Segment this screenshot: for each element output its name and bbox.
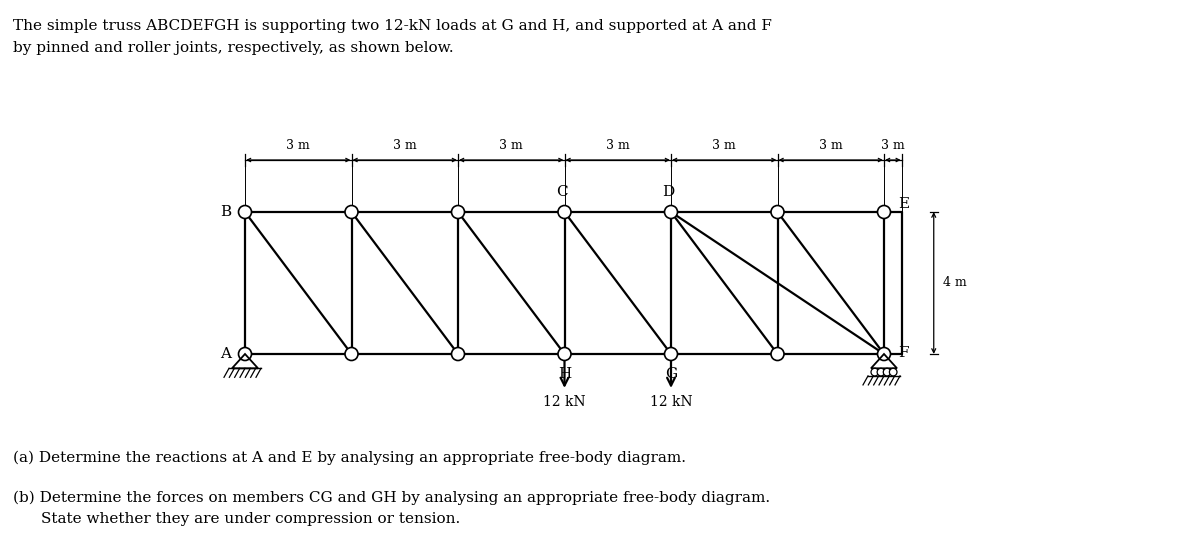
Circle shape	[451, 348, 464, 361]
Text: A: A	[220, 347, 230, 361]
Circle shape	[889, 368, 896, 376]
Text: 3 m: 3 m	[392, 139, 416, 152]
Text: by pinned and roller joints, respectively, as shown below.: by pinned and roller joints, respectivel…	[13, 41, 454, 55]
Text: 3 m: 3 m	[606, 139, 630, 152]
Circle shape	[665, 206, 678, 219]
Text: 3 m: 3 m	[499, 139, 523, 152]
Circle shape	[558, 348, 571, 361]
Circle shape	[877, 348, 890, 361]
Text: The simple truss ABCDEFGH is supporting two 12-kN loads at G and H, and supporte: The simple truss ABCDEFGH is supporting …	[13, 19, 772, 33]
Circle shape	[877, 368, 884, 376]
Text: 3 m: 3 m	[287, 139, 310, 152]
Text: 12 kN: 12 kN	[544, 395, 586, 409]
Circle shape	[451, 206, 464, 219]
Circle shape	[772, 348, 784, 361]
Circle shape	[346, 206, 358, 219]
Circle shape	[558, 206, 571, 219]
Text: C: C	[556, 185, 568, 199]
Text: D: D	[662, 185, 674, 199]
Text: State whether they are under compression or tension.: State whether they are under compression…	[41, 512, 461, 526]
Text: (a) Determine the reactions at A and E by analysing an appropriate free-body dia: (a) Determine the reactions at A and E b…	[13, 451, 686, 466]
Circle shape	[346, 348, 358, 361]
Text: 3 m: 3 m	[818, 139, 842, 152]
Circle shape	[877, 206, 890, 219]
Text: 3 m: 3 m	[881, 139, 905, 152]
Text: 3 m: 3 m	[713, 139, 736, 152]
Text: H: H	[558, 367, 571, 381]
Text: (b) Determine the forces on members CG and GH by analysing an appropriate free-b: (b) Determine the forces on members CG a…	[13, 491, 770, 505]
Text: B: B	[220, 205, 230, 219]
Circle shape	[665, 348, 678, 361]
Circle shape	[772, 206, 784, 219]
Text: 4 m: 4 m	[943, 277, 966, 290]
Circle shape	[239, 348, 252, 361]
Text: F: F	[898, 346, 908, 360]
Circle shape	[239, 206, 252, 219]
Text: G: G	[665, 367, 677, 381]
Text: E: E	[898, 197, 910, 211]
Text: 12 kN: 12 kN	[649, 395, 692, 409]
Circle shape	[883, 368, 890, 376]
Circle shape	[871, 368, 878, 376]
